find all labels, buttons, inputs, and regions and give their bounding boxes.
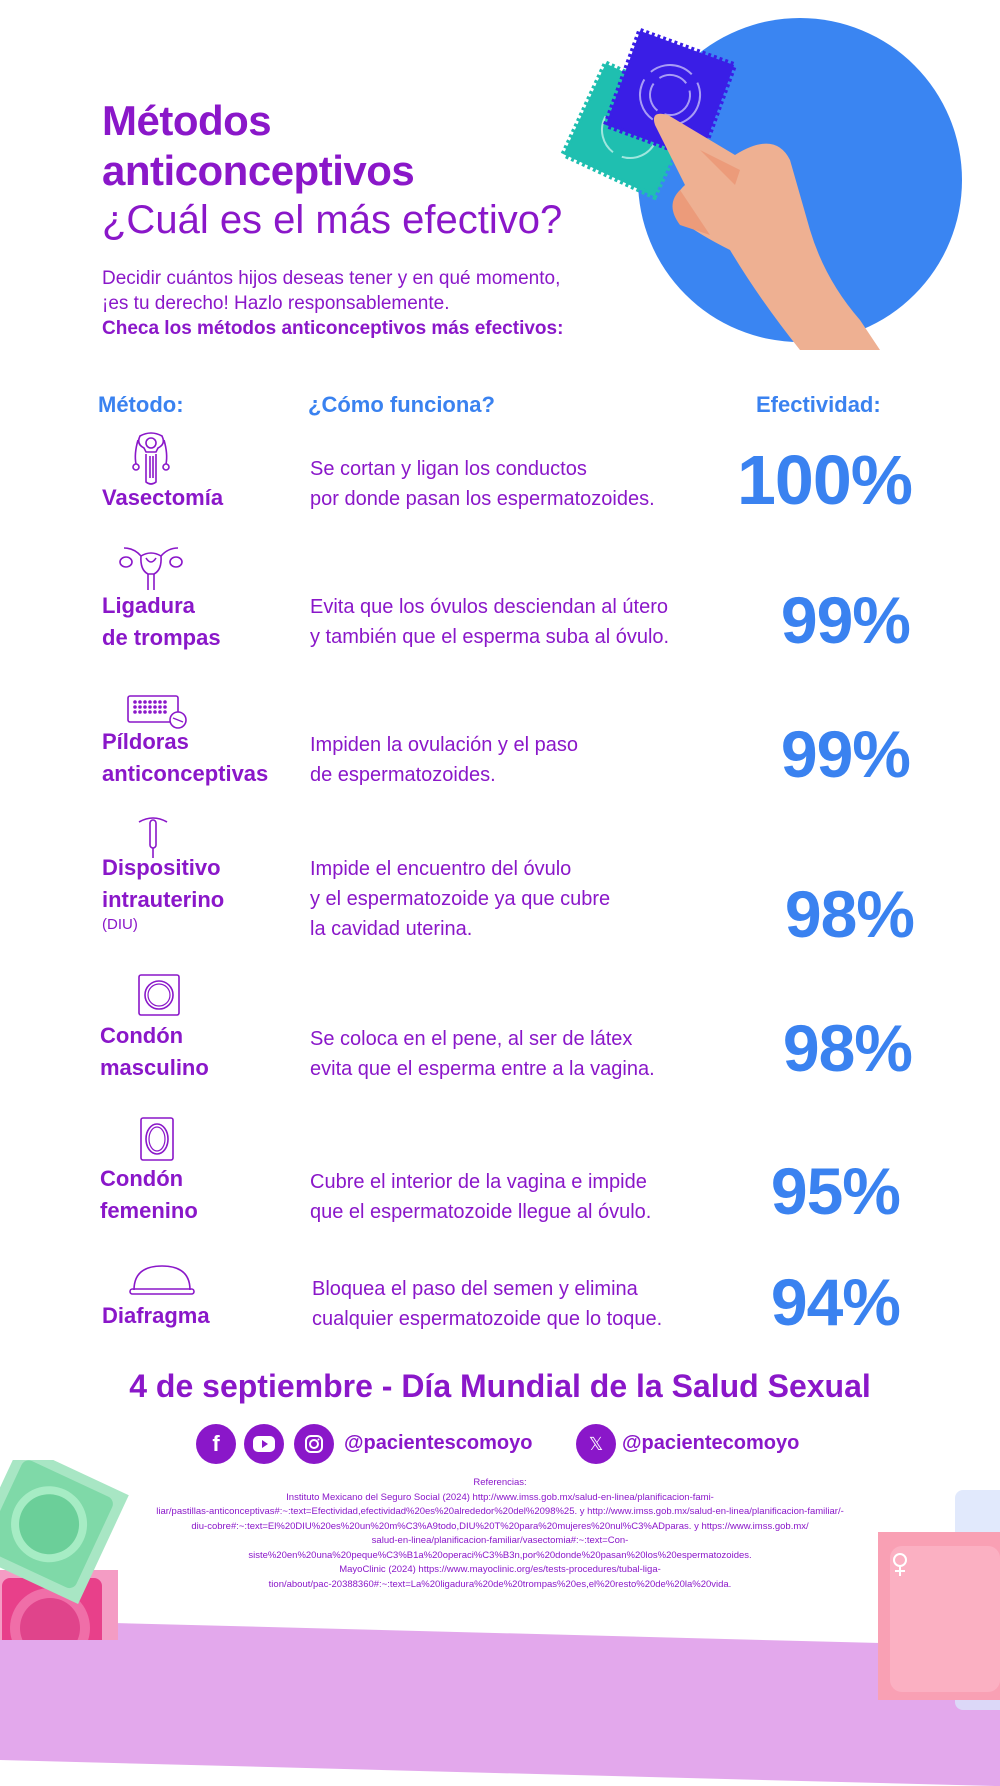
bottom-decorative-band [0, 1620, 1000, 1786]
method-description: Impide el encuentro del óvulo y el esper… [310, 858, 611, 940]
x-icon[interactable]: 𝕏 [576, 1424, 616, 1464]
iud-icon [138, 817, 168, 858]
male-condom-icon [138, 974, 180, 1016]
facebook-icon[interactable]: f [196, 1424, 236, 1464]
column-header-method: Método: [98, 392, 184, 417]
method-description: Evita que los óvulos desciendan al útero… [310, 596, 670, 648]
method-description: Se cortan y ligan los conductos por dond… [310, 458, 655, 510]
diaphragm-icon [129, 1265, 195, 1295]
event-banner: 4 de septiembre - Día Mundial de la Salu… [129, 1368, 871, 1404]
references-title: Referencias: [473, 1477, 527, 1488]
effectiveness-value: 94% [770, 1265, 901, 1339]
method-name: Píldoras anticonceptivas [102, 729, 269, 786]
column-header-effectiveness: Efectividad: [756, 392, 881, 417]
intro-line-1: Decidir cuántos hijos deseas tener y en … [102, 268, 561, 289]
page-title: Métodos anticonceptivos [102, 96, 415, 196]
instagram-icon[interactable] [294, 1424, 334, 1464]
method-name: Diafragma [102, 1303, 210, 1328]
method-description: Impiden la ovulación y el paso de esperm… [310, 734, 578, 786]
method-name: Ligadura de trompas [102, 593, 221, 650]
condom-packets-illustration [0, 1460, 129, 1640]
youtube-icon[interactable] [244, 1424, 284, 1464]
intro-line-2: ¡es tu derecho! Hazlo responsablemente. [102, 293, 450, 314]
effectiveness-value: 99% [780, 583, 911, 657]
social-links: f @pacientescomoyo 𝕏 @pacientecomoyo [0, 1424, 1000, 1468]
column-header-how: ¿Cómo funciona? [308, 392, 495, 417]
female-condom-icon [140, 1117, 174, 1161]
effectiveness-value: 95% [770, 1154, 901, 1228]
hand-holding-condoms-illustration [560, 27, 880, 350]
x-handle[interactable]: @pacientecomoyo [622, 1432, 800, 1454]
method-description: Cubre el interior de la vagina e impide … [310, 1171, 652, 1223]
social-handle[interactable]: @pacientescomoyo [344, 1432, 533, 1454]
intro-text: Decidir cuántos hijos deseas tener y en … [102, 266, 563, 341]
method-name: Vasectomía [102, 485, 224, 510]
method-name: Dispositivo intrauterino (DIU) [102, 855, 225, 933]
effectiveness-value: 100% [736, 441, 913, 519]
effectiveness-value: 98% [782, 1011, 913, 1085]
pill-pack-icon [127, 695, 187, 729]
uterus-icon [119, 547, 183, 590]
title-line-2: anticonceptivos [102, 147, 415, 194]
references: Referencias: Instituto Mexicano del Segu… [140, 1476, 860, 1592]
female-condom-packet-illustration [878, 1490, 1000, 1710]
effectiveness-value: 98% [784, 877, 915, 951]
intro-callout: Checa los métodos anticonceptivos más ef… [102, 318, 564, 339]
method-name: Condón femenino [100, 1166, 198, 1223]
method-name: Condón masculino [100, 1023, 209, 1080]
male-reproductive-icon [132, 432, 170, 485]
method-description: Bloquea el paso del semen y elimina cual… [312, 1278, 663, 1330]
title-line-1: Métodos [102, 97, 272, 144]
method-abbreviation: (DIU) [102, 916, 138, 933]
method-description: Se coloca en el pene, al ser de látex ev… [310, 1028, 655, 1080]
page-subtitle: ¿Cuál es el más efectivo? [102, 198, 563, 242]
effectiveness-value: 99% [780, 717, 911, 791]
